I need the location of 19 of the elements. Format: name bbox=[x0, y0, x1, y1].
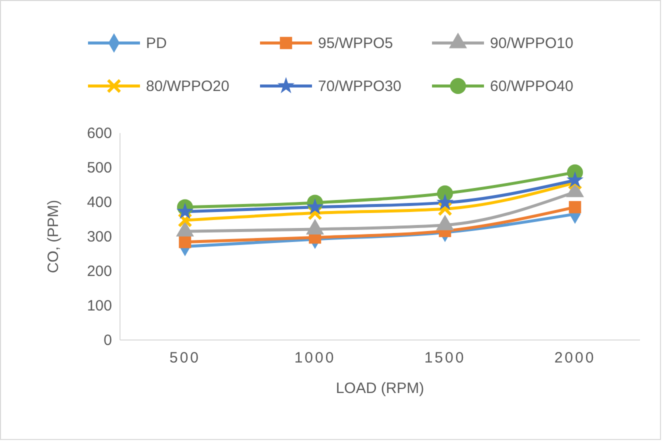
y-tick-label: 100 bbox=[86, 297, 112, 314]
x-axis-title: LOAD (RPM) bbox=[336, 380, 424, 397]
x-tick-label: 500 bbox=[169, 350, 201, 367]
y-axis-title: CO, (PPM) bbox=[45, 200, 62, 274]
y-tick-label: 200 bbox=[86, 262, 112, 280]
x-tick-label: 1000 bbox=[294, 350, 336, 367]
legend-label: 90/WPPO10 bbox=[490, 35, 574, 52]
x-tick-label: 2000 bbox=[554, 350, 596, 367]
legend-label: 60/WPPO40 bbox=[490, 78, 574, 95]
legend-label: PD bbox=[146, 35, 168, 52]
y-tick-label: 300 bbox=[86, 228, 112, 246]
x-tick-label: 1500 bbox=[424, 350, 466, 367]
y-tick-label: 500 bbox=[86, 159, 112, 176]
y-tick-label: 0 bbox=[104, 332, 112, 349]
y-tick-label: 400 bbox=[86, 194, 112, 211]
legend-label: 70/WPPO30 bbox=[318, 78, 402, 95]
legend-label: 80/WPPO20 bbox=[146, 78, 230, 95]
y-tick-label: 600 bbox=[86, 124, 112, 142]
legend-label: 95/WPPO5 bbox=[318, 35, 394, 52]
